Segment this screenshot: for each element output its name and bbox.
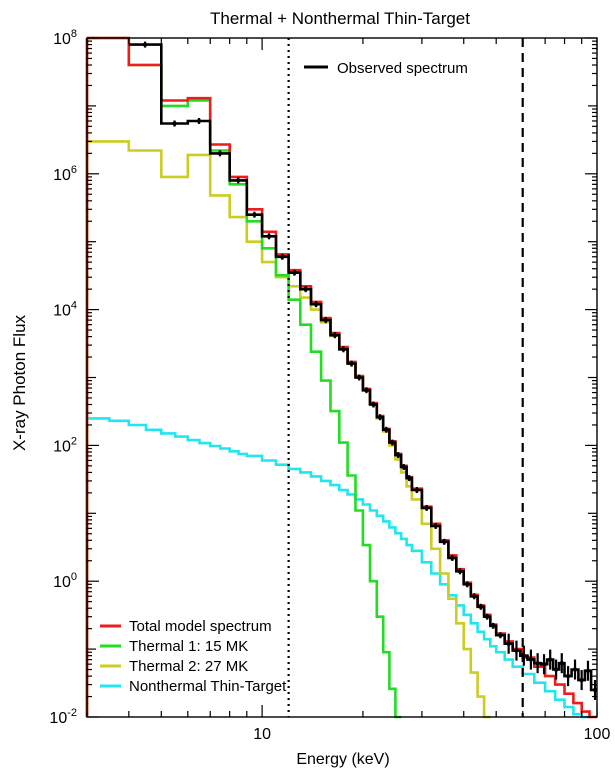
y-tick-exponent: 8 — [71, 28, 77, 40]
data-point — [433, 523, 438, 529]
data-point — [313, 302, 319, 307]
y-tick-label: 10-2 — [49, 707, 77, 727]
y-tick-base: 10 — [53, 31, 71, 48]
data-point — [547, 657, 553, 662]
y-tick-label: 104 — [53, 300, 77, 320]
data-point — [541, 661, 547, 667]
y-tick-base: 10 — [53, 438, 71, 455]
y-tick-label: 100 — [53, 571, 77, 591]
data-point — [484, 614, 490, 619]
series-thermal-1-15-mk-line — [87, 36, 402, 719]
legend-label: Nonthermal Thin-Target — [129, 678, 287, 695]
data-point — [196, 118, 202, 124]
data-point — [172, 121, 177, 126]
data-point — [332, 332, 338, 338]
data-point — [401, 464, 407, 470]
data-point — [528, 657, 534, 662]
data-point — [236, 178, 241, 183]
data-point — [572, 667, 578, 672]
data-point — [280, 254, 285, 259]
x-axis-label: Energy (keV) — [296, 751, 389, 768]
data-point — [323, 317, 328, 323]
data-point — [559, 660, 564, 666]
data-point — [450, 555, 455, 561]
y-axis-label: X-ray Photon Flux — [10, 314, 29, 451]
chart-title: Thermal + Nonthermal Thin-Target — [210, 9, 470, 28]
data-point — [396, 452, 401, 458]
y-tick-base: 10 — [53, 303, 71, 320]
data-point — [371, 402, 376, 407]
legend-models: Total model spectrum Thermal 1: 15 MK Ther… — [100, 618, 287, 695]
data-point — [465, 582, 470, 587]
y-tick-label: 108 — [53, 28, 77, 48]
y-tick-exponent: 6 — [71, 164, 77, 176]
y-tick-exponent: -2 — [67, 707, 77, 719]
y-tick-exponent: 2 — [71, 435, 77, 447]
y-tick-base: 10 — [49, 710, 67, 727]
y-tick-label: 106 — [53, 164, 77, 184]
y-tick-base: 10 — [53, 574, 71, 591]
data-point — [377, 415, 383, 420]
series-nonthermal-thin-target-line — [87, 417, 590, 719]
data-point — [356, 375, 362, 380]
x-tick-label: 10 — [253, 726, 271, 743]
y-tick-exponent: 4 — [71, 300, 77, 312]
data-point — [592, 687, 598, 693]
data-point — [341, 347, 346, 352]
data-point — [364, 388, 369, 393]
plot-frame — [86, 37, 598, 718]
y-tick-exponent: 0 — [71, 571, 77, 583]
data-point — [292, 270, 297, 275]
data-point — [535, 660, 540, 666]
data-point — [424, 505, 429, 511]
legend-label: Thermal 2: 27 MK — [129, 658, 248, 675]
data-point — [217, 151, 223, 156]
series-total-model-spectrum-line — [87, 36, 597, 719]
data-point — [349, 361, 354, 366]
data-point — [585, 668, 591, 673]
data-point — [478, 604, 484, 609]
data-point — [514, 648, 519, 653]
legend-label: Total model spectrum — [129, 618, 272, 635]
series-observed-spectrum-line — [128, 43, 597, 692]
data-point — [579, 677, 584, 683]
series-observed-spectrum-group — [128, 41, 598, 700]
data-point — [553, 667, 559, 672]
y-tick-label: 102 — [53, 435, 77, 455]
data-point — [498, 633, 503, 638]
legend-observed-label: Observed spectrum — [337, 60, 468, 77]
legend-label: Thermal 1: 15 MK — [129, 638, 248, 655]
data-point — [142, 42, 148, 47]
data-point — [252, 212, 257, 217]
data-point — [384, 427, 389, 432]
x-tick-label: 100 — [584, 726, 611, 743]
series-total-model-spectrum-group — [85, 36, 597, 719]
plot-area — [85, 36, 598, 719]
data-point — [491, 623, 496, 629]
y-tick-base: 10 — [53, 167, 71, 184]
data-point — [303, 286, 308, 292]
data-point — [390, 440, 395, 445]
data-point — [506, 641, 511, 646]
data-point — [414, 487, 420, 493]
data-point — [457, 569, 463, 574]
legend-observed: Observed spectrum — [304, 60, 468, 77]
data-point — [407, 475, 412, 481]
data-point — [472, 594, 477, 599]
data-point — [565, 673, 571, 679]
data-point — [442, 539, 447, 545]
data-point — [266, 234, 272, 239]
series-thermal-1-15-mk-group — [85, 36, 402, 719]
